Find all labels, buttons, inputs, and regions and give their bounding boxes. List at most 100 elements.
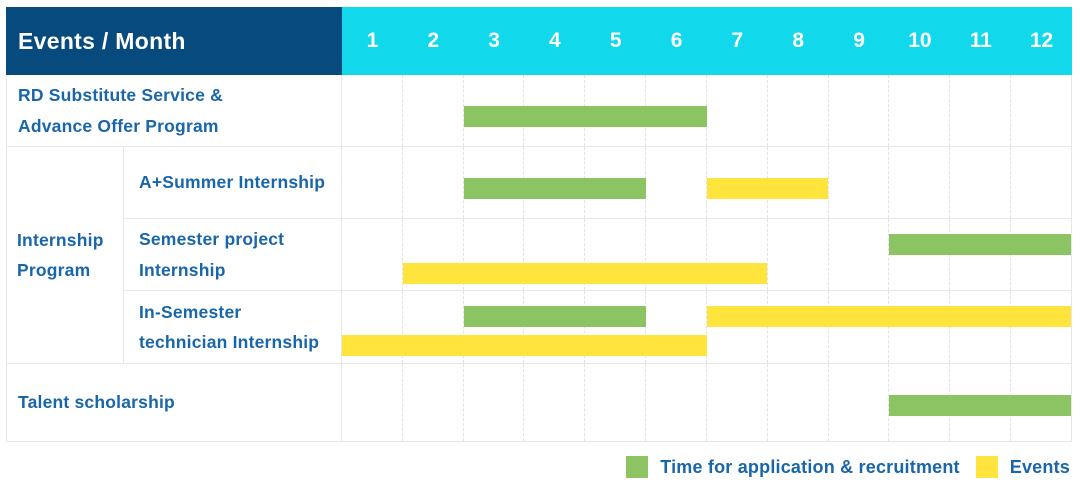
table-body: RD Substitute Service & Advance Offer Pr… xyxy=(6,75,1072,442)
month-grid-column xyxy=(645,291,706,363)
timeline-cell xyxy=(342,147,1071,218)
row-label: Talent scholarship xyxy=(7,364,342,441)
month-grid-column xyxy=(827,219,889,290)
row-label-text: Talent scholarship xyxy=(18,392,175,413)
month-grid-column xyxy=(705,364,767,441)
month-grid-column xyxy=(462,364,524,441)
month-grid-column xyxy=(523,219,584,290)
month-grid-column xyxy=(401,75,463,146)
gantt-bar-application xyxy=(888,395,1071,416)
gantt-bar-events xyxy=(706,178,828,199)
timeline-cell xyxy=(342,75,1071,146)
month-grid-column xyxy=(1010,147,1071,218)
month-header-cell: 5 xyxy=(609,29,622,52)
month-grid-column xyxy=(523,291,584,363)
application-swatch-icon xyxy=(626,456,649,478)
row-label: RD Substitute Service & Advance Offer Pr… xyxy=(7,75,342,146)
month-header-cell: 10 xyxy=(908,29,932,52)
corner-header-cell: Events / Month xyxy=(6,7,342,75)
gantt-bar-events xyxy=(342,335,707,356)
month-header-cell: 7 xyxy=(731,29,744,52)
month-grid-column xyxy=(888,147,949,218)
timeline-cell xyxy=(342,364,1071,441)
table-header-row: Events / Month 1 2 3 4 5 6 7 8 9 10 11 12 xyxy=(6,7,1072,75)
month-grid-column xyxy=(705,147,767,218)
legend-item-events: Events xyxy=(975,456,1070,478)
month-grid-column xyxy=(584,364,645,441)
group-row-label-text: Internship Program xyxy=(17,229,104,280)
gantt-bar-events xyxy=(706,306,1071,327)
legend-item-application: Time for application & recruitment xyxy=(626,456,960,478)
month-grid-column xyxy=(342,219,402,290)
row-label-text: A+Summer Internship xyxy=(139,172,326,193)
gantt-bar-application xyxy=(463,106,707,127)
month-grid-column xyxy=(645,147,706,218)
month-grid-column xyxy=(705,291,767,363)
events-swatch-icon xyxy=(975,456,998,478)
legend-label-application: Time for application & recruitment xyxy=(660,456,960,477)
month-grid-column xyxy=(705,75,767,146)
month-grid-column xyxy=(584,291,645,363)
month-grid-column xyxy=(705,219,767,290)
month-grid-column xyxy=(401,291,463,363)
row-label-text: Semester project Internship xyxy=(139,229,285,280)
legend: Time for application & recruitment Event… xyxy=(626,456,1070,478)
month-grid-column xyxy=(401,364,463,441)
row-label-text: In-Semester technician Internship xyxy=(139,301,320,352)
month-header-cell: 4 xyxy=(549,29,561,52)
legend-label-events: Events xyxy=(1009,456,1070,477)
month-grid-column xyxy=(462,219,524,290)
month-grid-column xyxy=(401,147,463,218)
month-grid-column xyxy=(342,364,402,441)
table-row: RD Substitute Service & Advance Offer Pr… xyxy=(7,75,1071,147)
month-grid-column xyxy=(584,219,645,290)
month-grid-column xyxy=(766,291,828,363)
gantt-bar-application xyxy=(463,178,646,199)
month-grid-column xyxy=(462,291,524,363)
months-header: 1 2 3 4 5 6 7 8 9 10 11 12 xyxy=(342,7,1072,75)
corner-header-label: Events / Month xyxy=(18,27,186,54)
month-grid-column xyxy=(949,291,1010,363)
table-group-row: Internship Program A+Summer Internship Sem… xyxy=(7,147,1071,364)
table-row: A+Summer Internship xyxy=(124,147,1071,219)
table-row: In-Semester technician Internship xyxy=(124,291,1071,363)
month-grid-column xyxy=(462,147,524,218)
month-header-cell: 2 xyxy=(427,29,440,52)
row-label: In-Semester technician Internship xyxy=(124,291,342,363)
month-grid-column xyxy=(888,75,949,146)
month-header-cell: 1 xyxy=(366,29,379,52)
month-grid-column xyxy=(827,364,889,441)
month-header-cell: 3 xyxy=(488,29,500,52)
month-grid-column xyxy=(949,75,1010,146)
month-grid-column xyxy=(342,75,402,146)
timeline-cell xyxy=(342,219,1071,290)
events-month-table: Events / Month 1 2 3 4 5 6 7 8 9 10 11 12 RD Substi… xyxy=(6,7,1072,442)
gantt-bar-application xyxy=(463,306,646,327)
month-grid-column xyxy=(1010,75,1071,146)
month-grid-column xyxy=(766,364,828,441)
month-grid-column xyxy=(645,364,706,441)
group-sub-rows: A+Summer Internship Semester project Inte… xyxy=(124,147,1071,363)
month-grid-column xyxy=(523,364,584,441)
timeline-cell xyxy=(342,291,1071,363)
table-row: Talent scholarship xyxy=(7,364,1071,441)
month-grid-column xyxy=(645,219,706,290)
month-header-cell: 9 xyxy=(853,29,865,52)
row-label: A+Summer Internship xyxy=(124,147,342,218)
month-header-cell: 11 xyxy=(969,29,992,52)
month-header-cell: 6 xyxy=(670,29,683,52)
month-grid-column xyxy=(827,291,889,363)
month-grid-column xyxy=(766,219,828,290)
month-grid-column xyxy=(827,147,889,218)
month-grid-column xyxy=(1010,291,1071,363)
month-header-cell: 8 xyxy=(792,29,805,52)
table-row: Semester project Internship xyxy=(124,219,1071,291)
month-grid-column xyxy=(342,147,402,218)
month-grid-column xyxy=(827,75,889,146)
month-header-cell: 12 xyxy=(1029,29,1054,52)
group-row-label: Internship Program xyxy=(7,147,124,363)
month-grid-column xyxy=(462,75,524,146)
month-grid-column xyxy=(888,291,949,363)
month-grid-column xyxy=(949,147,1010,218)
